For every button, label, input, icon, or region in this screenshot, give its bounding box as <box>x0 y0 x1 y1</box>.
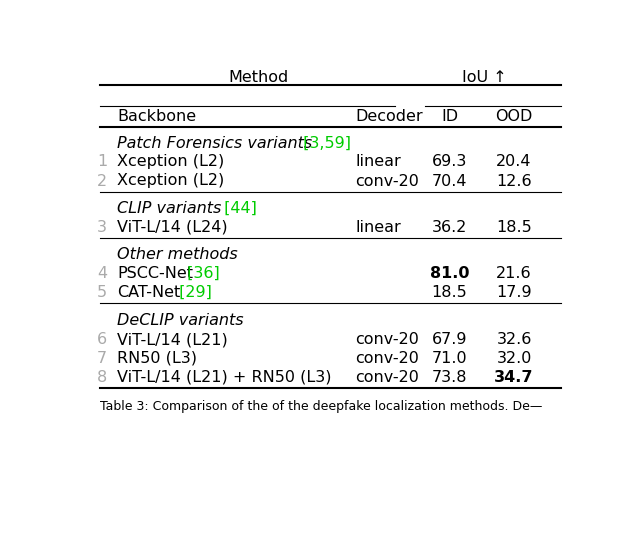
Text: 12.6: 12.6 <box>496 174 532 189</box>
Text: 2: 2 <box>97 174 108 189</box>
Text: CAT-Net: CAT-Net <box>117 285 180 300</box>
Text: conv-20: conv-20 <box>355 351 419 366</box>
Text: 4: 4 <box>97 266 108 281</box>
Text: [29]: [29] <box>174 285 212 300</box>
Text: 34.7: 34.7 <box>494 370 534 385</box>
Text: Backbone: Backbone <box>117 109 196 124</box>
Text: 70.4: 70.4 <box>432 174 467 189</box>
Text: Method: Method <box>228 69 289 85</box>
Text: IoU ↑: IoU ↑ <box>462 69 506 85</box>
Text: CLIP variants: CLIP variants <box>117 201 221 216</box>
Text: Table 3: Comparison of the of the deepfake localization methods. De—: Table 3: Comparison of the of the deepfa… <box>100 400 542 413</box>
Text: Xception (L2): Xception (L2) <box>117 154 225 169</box>
Text: [3,59]: [3,59] <box>298 136 351 151</box>
Text: 36.2: 36.2 <box>432 220 467 235</box>
Text: Other methods: Other methods <box>117 247 238 262</box>
Text: 7: 7 <box>97 351 108 366</box>
Text: 3: 3 <box>97 220 108 235</box>
Text: ViT-L/14 (L24): ViT-L/14 (L24) <box>117 220 228 235</box>
Text: 6: 6 <box>97 332 108 347</box>
Text: 21.6: 21.6 <box>496 266 532 281</box>
Text: 18.5: 18.5 <box>496 220 532 235</box>
Text: OOD: OOD <box>495 109 532 124</box>
Text: 1: 1 <box>97 154 108 169</box>
Text: Patch Forensics variants: Patch Forensics variants <box>117 136 312 151</box>
Text: [36]: [36] <box>182 266 220 281</box>
Text: [44]: [44] <box>219 201 257 216</box>
Text: 73.8: 73.8 <box>432 370 467 385</box>
Text: 17.9: 17.9 <box>496 285 532 300</box>
Text: ID: ID <box>441 109 458 124</box>
Text: 20.4: 20.4 <box>496 154 532 169</box>
Text: 32.0: 32.0 <box>496 351 532 366</box>
Text: RN50 (L3): RN50 (L3) <box>117 351 197 366</box>
Text: 8: 8 <box>97 370 108 385</box>
Text: 18.5: 18.5 <box>431 285 467 300</box>
Text: Decoder: Decoder <box>355 109 423 124</box>
Text: linear: linear <box>355 154 401 169</box>
Text: 5: 5 <box>97 285 108 300</box>
Text: Xception (L2): Xception (L2) <box>117 174 225 189</box>
Text: ViT-L/14 (L21): ViT-L/14 (L21) <box>117 332 228 347</box>
Text: PSCC-Net: PSCC-Net <box>117 266 193 281</box>
Text: DeCLIP variants: DeCLIP variants <box>117 313 244 328</box>
Text: 67.9: 67.9 <box>432 332 467 347</box>
Text: linear: linear <box>355 220 401 235</box>
Text: conv-20: conv-20 <box>355 370 419 385</box>
Text: conv-20: conv-20 <box>355 332 419 347</box>
Text: conv-20: conv-20 <box>355 174 419 189</box>
Text: 69.3: 69.3 <box>432 154 467 169</box>
Text: 71.0: 71.0 <box>432 351 467 366</box>
Text: 32.6: 32.6 <box>496 332 532 347</box>
Text: ViT-L/14 (L21) + RN50 (L3): ViT-L/14 (L21) + RN50 (L3) <box>117 370 332 385</box>
Text: 81.0: 81.0 <box>430 266 469 281</box>
